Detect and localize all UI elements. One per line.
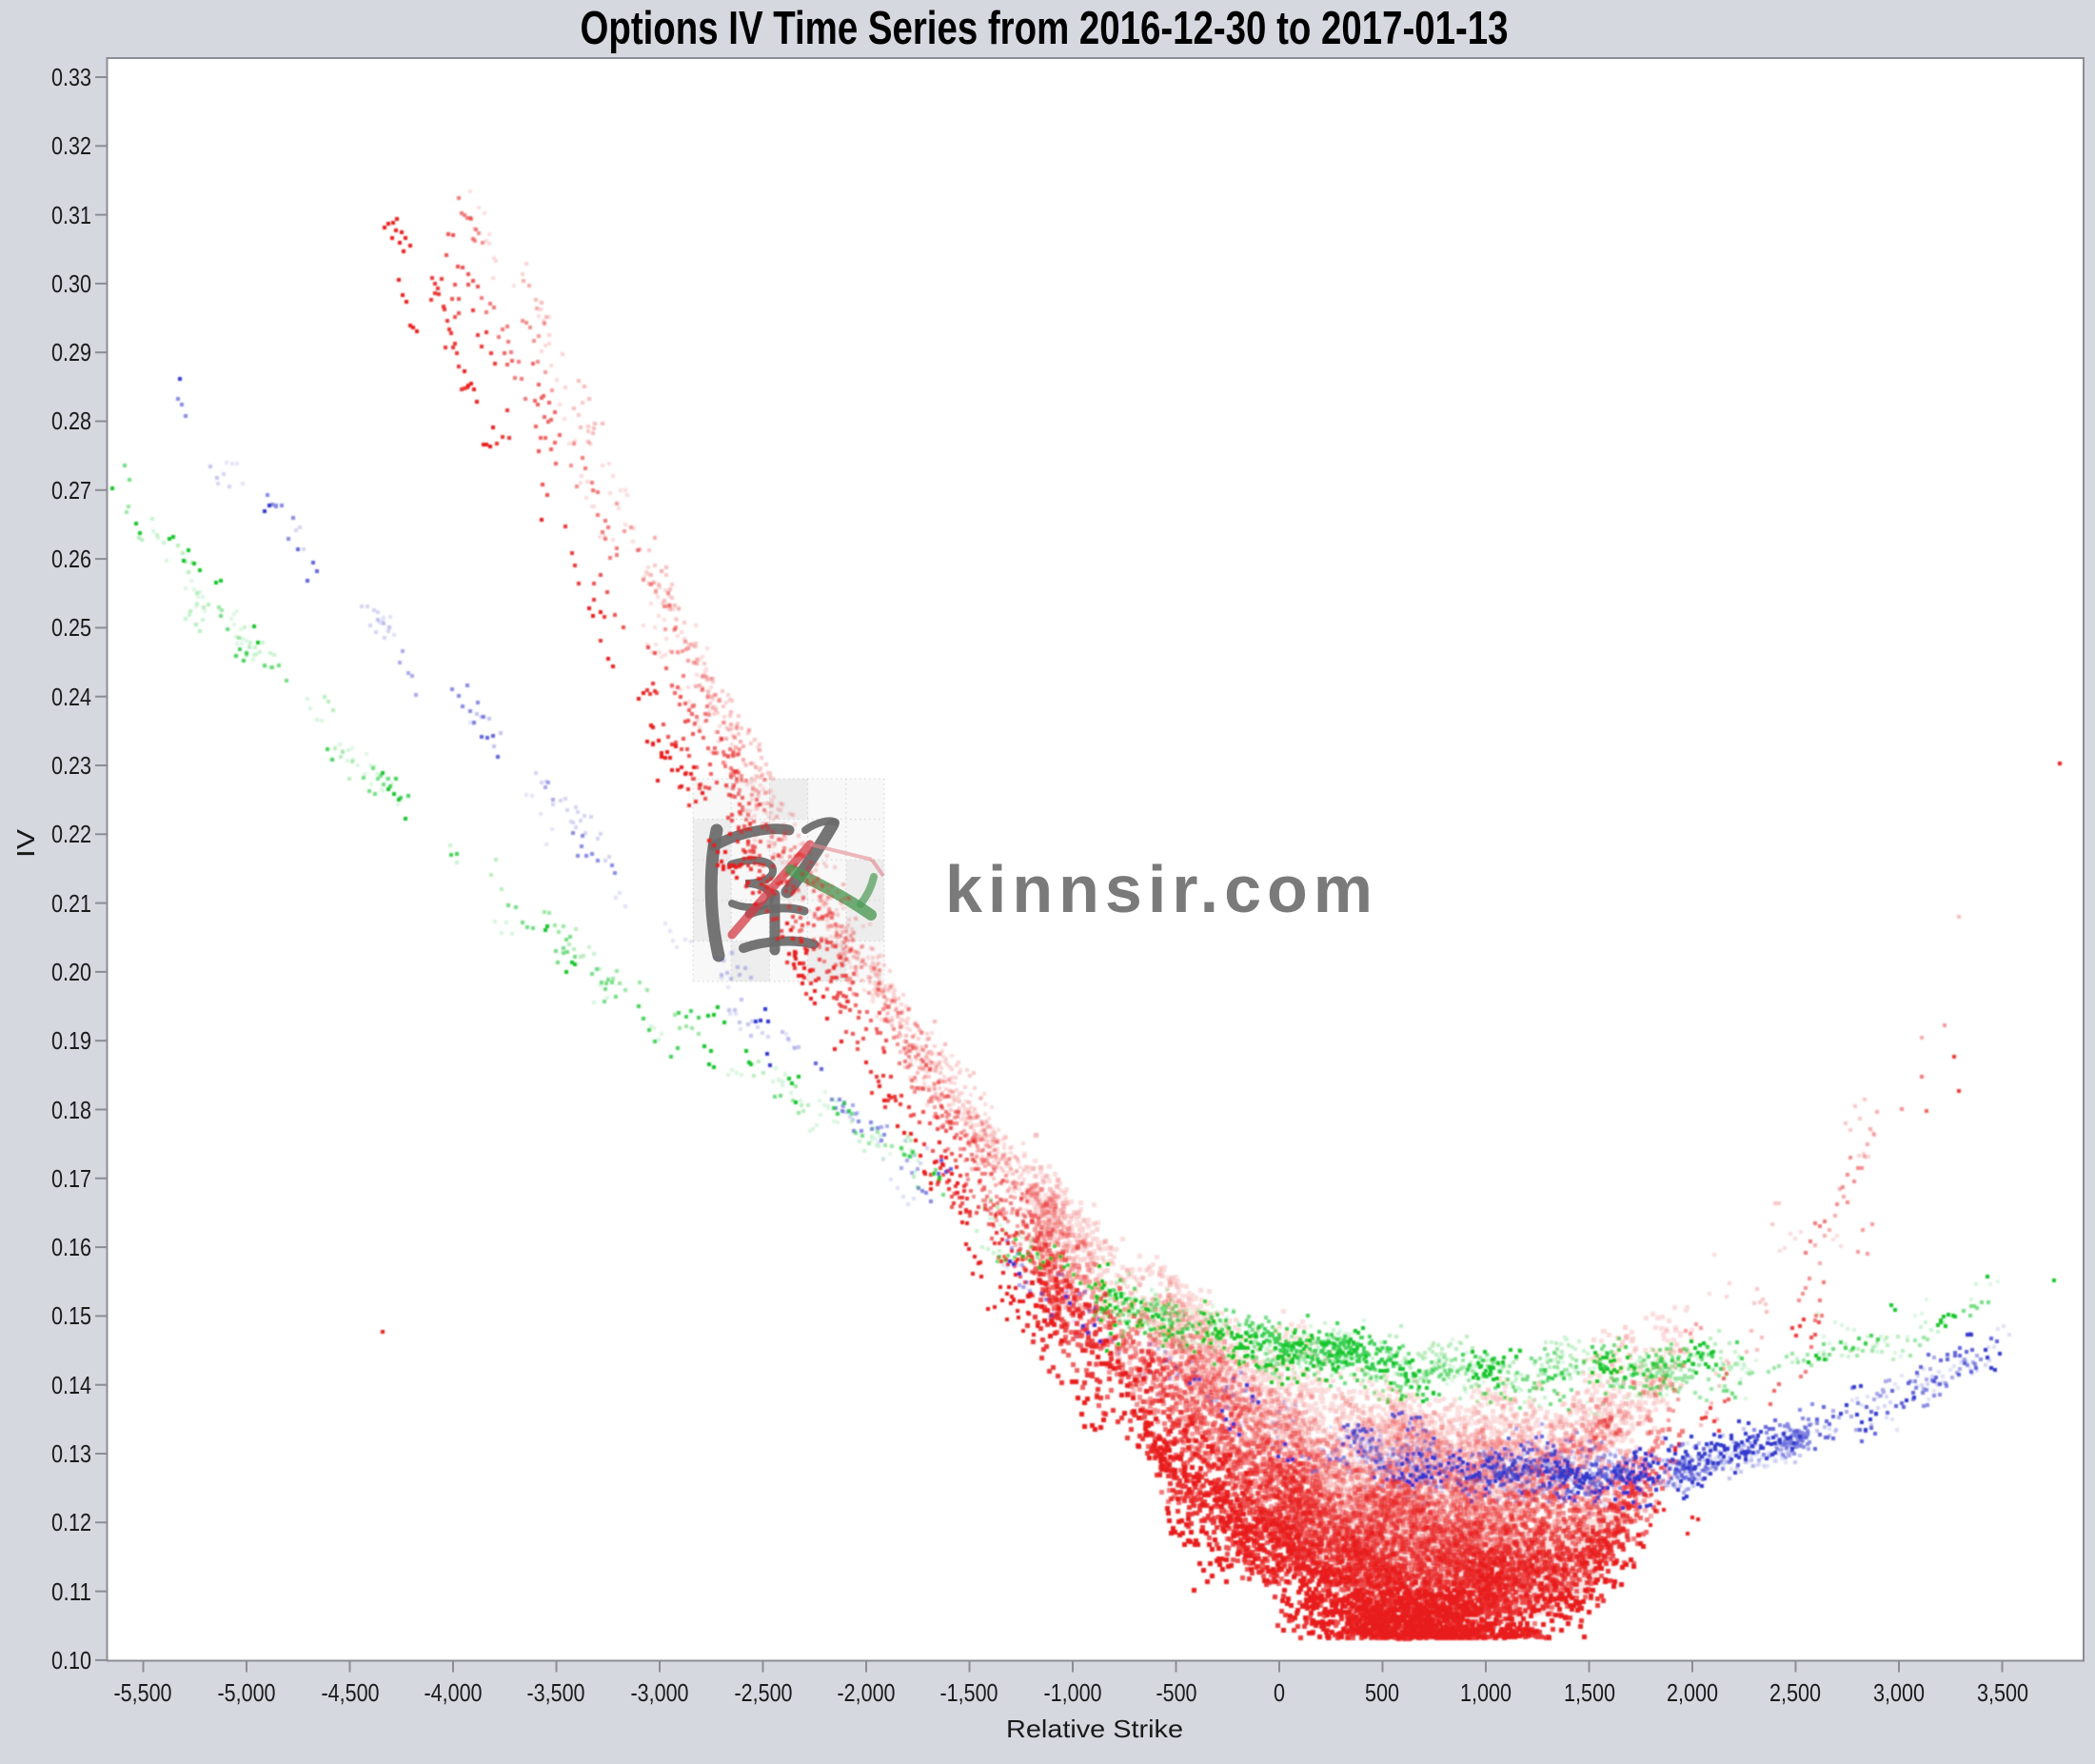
svg-text:1,500: 1,500 [1564, 1680, 1615, 1707]
svg-text:0.31: 0.31 [51, 203, 91, 229]
svg-text:0.21: 0.21 [51, 891, 91, 918]
svg-text:0.15: 0.15 [51, 1303, 91, 1330]
svg-text:-1,500: -1,500 [940, 1680, 998, 1707]
svg-text:-3,000: -3,000 [631, 1680, 689, 1707]
svg-text:-4,000: -4,000 [425, 1680, 483, 1707]
svg-text:-2,000: -2,000 [838, 1680, 896, 1707]
svg-text:0: 0 [1274, 1680, 1285, 1707]
svg-text:0.16: 0.16 [51, 1235, 91, 1261]
svg-text:500: 500 [1365, 1680, 1399, 1707]
svg-text:0.28: 0.28 [51, 408, 91, 435]
svg-text:0.13: 0.13 [51, 1441, 91, 1468]
svg-text:0.23: 0.23 [51, 753, 91, 780]
svg-text:0.25: 0.25 [51, 615, 91, 642]
svg-text:1,000: 1,000 [1460, 1680, 1512, 1707]
svg-text:0.11: 0.11 [51, 1579, 91, 1606]
svg-text:0.24: 0.24 [51, 684, 91, 711]
svg-text:2,500: 2,500 [1769, 1680, 1821, 1707]
svg-text:-4,500: -4,500 [322, 1680, 380, 1707]
svg-text:0.26: 0.26 [51, 546, 91, 573]
svg-text:0.22: 0.22 [51, 822, 91, 848]
svg-text:0.27: 0.27 [51, 478, 91, 505]
svg-text:0.33: 0.33 [51, 65, 91, 91]
svg-text:-2,500: -2,500 [735, 1680, 793, 1707]
svg-text:-5,000: -5,000 [218, 1680, 276, 1707]
svg-text:-1,000: -1,000 [1044, 1680, 1102, 1707]
svg-text:0.14: 0.14 [51, 1373, 91, 1399]
svg-text:0.19: 0.19 [51, 1028, 91, 1055]
svg-text:2,000: 2,000 [1667, 1680, 1718, 1707]
svg-text:0.18: 0.18 [51, 1098, 91, 1124]
svg-text:-500: -500 [1156, 1680, 1197, 1707]
svg-text:Relative Strike: Relative Strike [1006, 1714, 1183, 1743]
svg-text:3,000: 3,000 [1873, 1680, 1925, 1707]
svg-text:0.30: 0.30 [51, 271, 91, 298]
svg-text:Options IV Time Series from 20: Options IV Time Series from 2016-12-30 t… [581, 3, 1509, 54]
svg-text:-3,500: -3,500 [527, 1680, 585, 1707]
svg-text:0.29: 0.29 [51, 340, 91, 367]
svg-text:IV: IV [11, 828, 40, 858]
svg-text:0.17: 0.17 [51, 1166, 91, 1193]
svg-text:0.12: 0.12 [51, 1510, 91, 1536]
svg-text:kinnsir.com: kinnsir.com [945, 852, 1378, 926]
svg-text:0.32: 0.32 [51, 133, 91, 160]
svg-text:0.10: 0.10 [51, 1648, 91, 1675]
svg-text:-5,500: -5,500 [114, 1680, 172, 1707]
svg-text:3,500: 3,500 [1977, 1680, 2028, 1707]
svg-text:0.20: 0.20 [51, 960, 91, 986]
